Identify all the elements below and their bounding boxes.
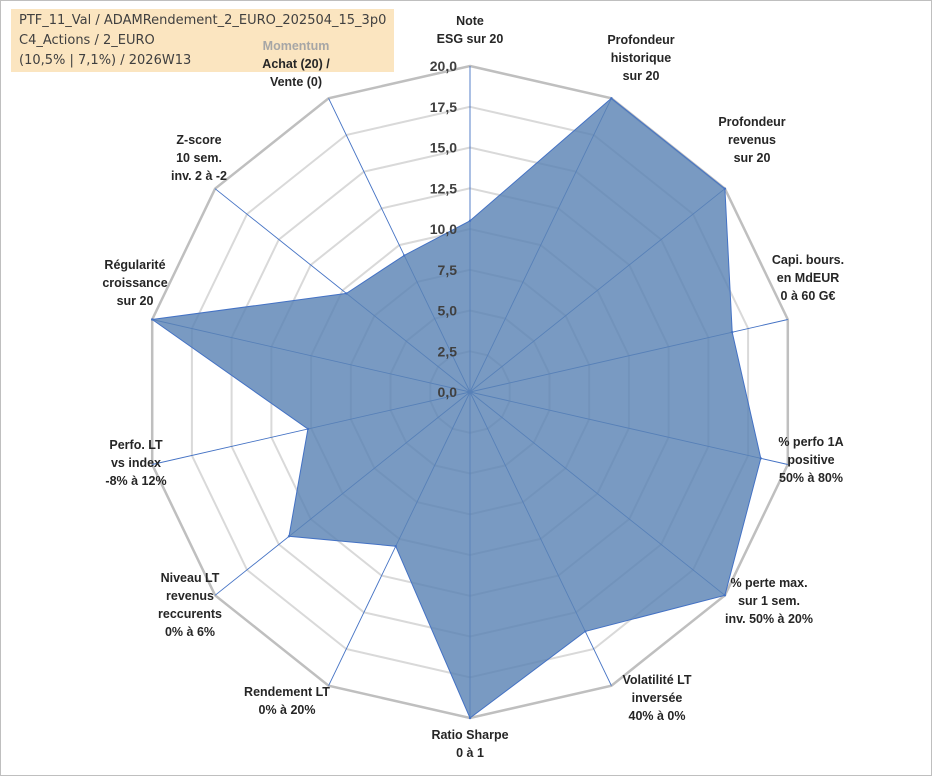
axis-label-2: Profondeur revenus sur 20 [718,115,785,165]
axis-label-9: Niveau LT revenus reccurents 0% à 6% [158,571,222,639]
data-point [403,254,406,257]
tick-label: 20,0 [430,58,457,74]
axis-label-6: Volatilité LT inversée 40% à 0% [623,673,692,723]
data-point [287,535,291,538]
info-line-1: PTF_11_Val / ADAMRendement_2_EURO_202504… [19,13,387,28]
data-point [723,187,727,190]
tick-label: 10,0 [430,221,457,237]
axis-label-13: Momentum Achat (20) / Vente (0) [262,39,330,89]
axis-label-8: Rendement LT 0% à 20% [244,685,330,717]
data-point [306,427,310,431]
info-line-3: (10,5% | 7,1%) / 2026W13 [19,53,192,68]
tick-label: 0,0 [438,384,458,400]
axis-label-11: Régularité croissance sur 20 [102,258,167,308]
axis-label-4: % perfo 1A positive 50% à 80% [778,435,843,485]
axis-label-5: % perte max. sur 1 sem. inv. 50% à 20% [725,576,813,626]
axis-label-0: Note ESG sur 20 [437,14,504,46]
data-point [468,716,472,720]
tick-label: 12,5 [430,180,457,196]
data-point [468,219,472,222]
tick-label: 7,5 [438,262,458,278]
axis-label-7: Ratio Sharpe 0 à 1 [431,728,508,760]
axis-label-1: Profondeur historique sur 20 [607,33,674,83]
data-point [345,292,348,295]
tick-label: 5,0 [438,303,458,319]
axis-label-12: Z-score 10 sem. inv. 2 à -2 [171,133,227,183]
tick-label: 17,5 [430,99,457,115]
tick-label: 2,5 [438,343,458,359]
tick-label: 15,0 [430,140,457,156]
data-point [394,545,397,548]
data-point [610,97,613,100]
portfolio-info-box: PTF_11_Val / ADAMRendement_2_EURO_202504… [11,9,394,72]
axis-label-10: Perfo. LT vs index -8% à 12% [105,438,166,488]
data-point [584,630,587,633]
axis-label-3: Capi. bours. en MdEUR 0 à 60 G€ [772,253,844,303]
data-point [731,331,734,334]
data-point [723,594,727,597]
data-point [151,318,154,321]
info-line-2: C4_Actions / 2_EURO [19,33,155,48]
data-point [759,457,762,460]
